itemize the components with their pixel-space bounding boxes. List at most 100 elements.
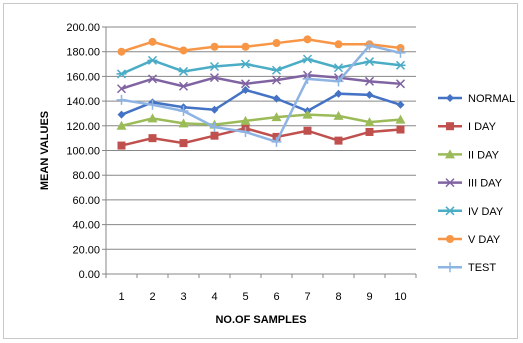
x-tick-label: 8 bbox=[335, 291, 341, 303]
data-point bbox=[271, 75, 282, 85]
data-point bbox=[210, 42, 219, 51]
series-test bbox=[116, 40, 406, 147]
data-point bbox=[303, 35, 312, 44]
data-point bbox=[334, 136, 343, 145]
y-tick-label: 180.00 bbox=[66, 47, 100, 59]
data-point bbox=[395, 114, 406, 124]
y-tick-label: 140.00 bbox=[66, 96, 100, 108]
data-point bbox=[334, 89, 343, 98]
data-point bbox=[396, 125, 405, 134]
data-point bbox=[364, 40, 375, 51]
legend-label: II DAY bbox=[468, 149, 500, 161]
data-point bbox=[117, 141, 126, 150]
legend-marker bbox=[445, 206, 455, 216]
series-line bbox=[121, 73, 401, 90]
y-tick-label: 40.00 bbox=[72, 220, 100, 232]
chart-frame: 0.00 20.00 40.00 60.00 80.00 100.00 120.00 140.… bbox=[3, 3, 518, 339]
series-normal bbox=[117, 85, 405, 119]
x-tick-label: 9 bbox=[366, 291, 372, 303]
data-point bbox=[210, 131, 219, 140]
data-point bbox=[302, 54, 313, 64]
series-line bbox=[121, 126, 401, 147]
data-point bbox=[209, 61, 220, 72]
data-point bbox=[333, 63, 344, 73]
y-tick-label: 100.00 bbox=[66, 146, 100, 158]
legend-entry: IV DAY bbox=[438, 206, 504, 218]
x-tick-label: 10 bbox=[394, 291, 406, 303]
data-point bbox=[210, 105, 219, 114]
legend-label: V DAY bbox=[468, 234, 501, 246]
x-tick-label: 7 bbox=[304, 291, 310, 303]
data-point bbox=[148, 37, 157, 46]
data-point bbox=[209, 122, 220, 133]
y-axis-title: MEAN VALUES bbox=[39, 111, 51, 190]
series-ii-day bbox=[116, 109, 406, 130]
x-tick-label: 6 bbox=[273, 291, 279, 303]
data-point bbox=[240, 115, 251, 125]
data-point bbox=[147, 99, 158, 110]
series-v-day bbox=[117, 35, 405, 56]
legend-entry: V DAY bbox=[438, 234, 501, 246]
data-point bbox=[178, 105, 189, 116]
legend-marker bbox=[446, 235, 454, 243]
legend-marker bbox=[446, 94, 454, 102]
y-tick-labels: 0.00 20.00 40.00 60.00 80.00 100.00 120.00 140.… bbox=[66, 22, 100, 281]
data-point bbox=[116, 84, 127, 94]
data-point bbox=[333, 76, 344, 87]
series-iii-day bbox=[116, 70, 406, 94]
data-point bbox=[395, 47, 406, 58]
x-tick-labels: 1 2 3 4 5 6 7 8 9 10 bbox=[118, 291, 406, 303]
legend-entry: I DAY bbox=[438, 121, 497, 133]
legend-entry: NORMAL bbox=[438, 93, 515, 105]
series-line bbox=[120, 57, 401, 76]
data-point bbox=[147, 55, 158, 65]
data-point bbox=[178, 81, 189, 91]
legend-entry: TEST bbox=[438, 262, 496, 274]
data-point bbox=[178, 118, 189, 128]
legend-marker bbox=[445, 149, 455, 159]
data-point bbox=[240, 59, 251, 69]
x-tick-label: 5 bbox=[242, 291, 248, 303]
legend-marker bbox=[446, 122, 454, 131]
data-point bbox=[364, 57, 375, 67]
data-point bbox=[396, 100, 405, 109]
series-line bbox=[121, 44, 401, 144]
data-point bbox=[147, 113, 158, 123]
data-point bbox=[302, 73, 313, 84]
data-point bbox=[116, 94, 127, 105]
data-point bbox=[147, 74, 158, 84]
data-point bbox=[334, 40, 343, 49]
line-chart: 0.00 20.00 40.00 60.00 80.00 100.00 120.00 140.… bbox=[39, 22, 515, 326]
data-point bbox=[117, 47, 126, 56]
y-tick-label: 0.00 bbox=[79, 269, 100, 281]
series-iv-day bbox=[116, 54, 406, 79]
series-line bbox=[121, 113, 401, 128]
y-tick-label: 80.00 bbox=[72, 170, 100, 182]
data-point bbox=[271, 136, 282, 147]
legend-entry: II DAY bbox=[438, 149, 500, 161]
y-tick-label: 60.00 bbox=[72, 195, 100, 207]
data-point bbox=[302, 109, 313, 119]
data-point bbox=[241, 42, 250, 51]
data-point bbox=[272, 94, 281, 103]
axes bbox=[102, 26, 417, 278]
x-tick-label: 3 bbox=[180, 291, 186, 303]
series-lines bbox=[116, 35, 406, 150]
legend: NORMAL I DAY II DAY III DAY IV DAY V DAY TEST bbox=[438, 93, 515, 274]
legend-label: I DAY bbox=[468, 121, 497, 133]
x-tick-label: 1 bbox=[118, 291, 124, 303]
data-point bbox=[364, 117, 375, 127]
data-point bbox=[303, 126, 312, 135]
data-point bbox=[178, 66, 189, 76]
y-tick-label: 200.00 bbox=[66, 22, 100, 34]
x-axis-title: NO.OF SAMPLES bbox=[215, 314, 306, 326]
legend-marker bbox=[445, 262, 455, 273]
y-tick-label: 20.00 bbox=[72, 244, 100, 256]
legend-label: III DAY bbox=[468, 178, 503, 190]
data-point bbox=[271, 65, 282, 75]
data-point bbox=[148, 134, 157, 143]
data-point bbox=[179, 46, 188, 55]
data-point bbox=[116, 120, 127, 130]
legend-label: TEST bbox=[468, 262, 496, 274]
data-point bbox=[240, 79, 251, 89]
